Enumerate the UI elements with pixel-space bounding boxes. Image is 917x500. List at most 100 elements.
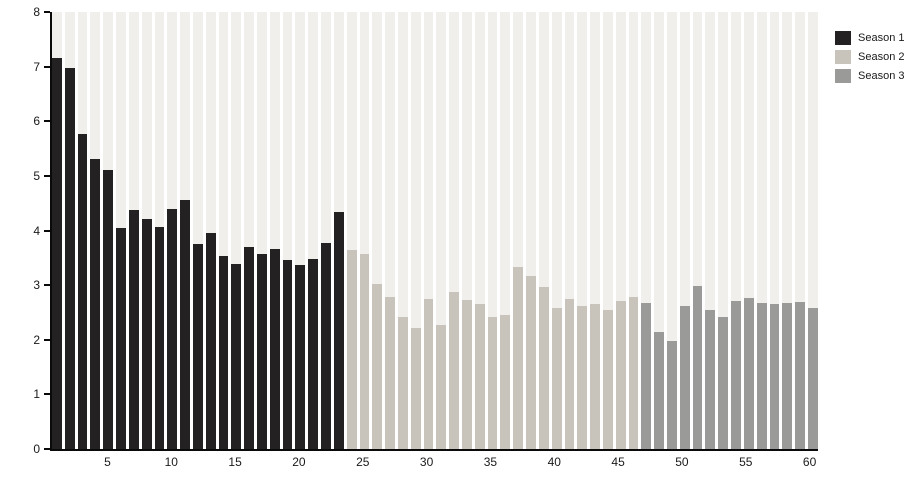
episode-stripe-4 [90, 12, 101, 449]
season-3-bar-episode-50 [679, 305, 690, 449]
season-1-bar-episode-5 [103, 170, 114, 449]
season-2-bar-episode-42 [577, 306, 588, 449]
season-1-bar-episode-3 [77, 133, 88, 449]
episode-stripe-36 [500, 12, 511, 449]
y-tick-mark-0 [44, 448, 50, 450]
season-2-bar-episode-33 [462, 299, 472, 449]
season-3-bar-episode-51 [692, 285, 703, 449]
season-1-bar-episode-16 [244, 247, 254, 449]
season-2-bar-episode-29 [410, 328, 421, 449]
episode-stripe-25 [359, 12, 370, 449]
season-2-bar-episode-27 [385, 297, 395, 449]
episode-stripe-10 [167, 12, 178, 449]
season-2-bar-episode-25 [359, 254, 370, 449]
episode-stripe-6 [116, 12, 126, 449]
y-tick-label-5: 5 [33, 168, 40, 183]
season-2-bar-episode-44 [602, 310, 613, 449]
episode-stripe-41 [564, 12, 575, 449]
season-3-bar-episode-53 [718, 316, 729, 449]
episode-stripe-44 [602, 12, 613, 449]
episode-stripe-33 [462, 12, 472, 449]
season-3-bar-episode-49 [667, 341, 677, 449]
episode-stripe-40 [551, 12, 562, 449]
season-2-bar-episode-31 [436, 325, 447, 449]
episode-stripe-27 [385, 12, 395, 449]
y-tick-label-0: 0 [33, 442, 40, 456]
episode-stripe-14 [218, 12, 229, 449]
episode-stripe-50 [679, 12, 690, 449]
episode-stripe-21 [308, 12, 319, 449]
episode-stripe-12 [192, 12, 203, 449]
season-1-bar-episode-11 [180, 199, 190, 449]
episode-stripe-2 [64, 12, 75, 449]
season-2-bar-episode-40 [551, 308, 562, 449]
episode-stripe-23 [333, 12, 344, 449]
season-2-bar-episode-32 [449, 291, 459, 449]
episode-stripe-45 [615, 12, 626, 449]
season-2-bar-episode-45 [615, 300, 626, 449]
season-1-bar-episode-8 [141, 219, 152, 449]
bars-container [52, 12, 818, 449]
x-tick-label-35: 35 [483, 455, 498, 469]
season-3-bar-episode-58 [782, 302, 793, 449]
episode-stripe-31 [436, 12, 447, 449]
episode-stripe-19 [282, 12, 293, 449]
episode-stripe-32 [449, 12, 459, 449]
season-3-bar-episode-52 [705, 309, 716, 449]
season-2-bar-episode-34 [474, 303, 485, 449]
legend-label: Season 2 [858, 51, 905, 63]
season-1-bar-episode-12 [192, 244, 203, 449]
y-tick-mark-7 [44, 65, 50, 68]
season-1-bar-episode-2 [64, 67, 75, 449]
episode-stripe-52 [705, 12, 716, 449]
x-tick-label-50: 50 [675, 455, 689, 469]
episode-stripe-17 [257, 12, 267, 449]
y-tick-mark-1 [44, 393, 50, 396]
season-1-bar-episode-14 [218, 255, 229, 449]
season-2-bar-episode-39 [538, 286, 549, 449]
y-tick-label-6: 6 [33, 114, 40, 129]
x-tick-label-15: 15 [228, 455, 242, 469]
season-2-bar-episode-28 [397, 316, 408, 449]
episode-stripe-3 [77, 12, 88, 449]
y-tick-mark-3 [44, 284, 50, 287]
season-1-bar-episode-9 [154, 227, 165, 449]
episode-stripe-57 [769, 12, 780, 449]
legend: Season 1 Season 2 Season 3 [835, 31, 904, 88]
episode-stripe-51 [692, 12, 703, 449]
episode-stripe-37 [513, 12, 524, 449]
episode-stripe-35 [487, 12, 498, 449]
season-1-bar-episode-4 [90, 158, 101, 449]
episode-stripe-56 [756, 12, 767, 449]
x-tick-label-55: 55 [739, 455, 753, 469]
season-3-bar-episode-59 [795, 301, 805, 449]
y-tick-mark-4 [44, 229, 50, 232]
x-tick-label-25: 25 [356, 455, 370, 469]
episode-stripe-42 [577, 12, 588, 449]
season-2-bar-episode-46 [628, 297, 639, 449]
season-1-bar-episode-21 [308, 258, 319, 449]
plot-area [50, 12, 818, 451]
y-tick-label-1: 1 [33, 387, 40, 402]
season-2-bar-episode-43 [590, 304, 600, 449]
season-1-bar-episode-17 [257, 254, 267, 449]
episode-stripe-13 [205, 12, 216, 449]
x-tick-label-45: 45 [611, 455, 625, 469]
season-2-bar-episode-35 [487, 316, 498, 449]
episode-stripe-29 [410, 12, 421, 449]
season-3-bar-episode-56 [756, 302, 767, 449]
episode-stripe-53 [718, 12, 729, 449]
season-3-bar-episode-47 [641, 303, 652, 449]
season-3-bar-episode-60 [807, 308, 818, 449]
episode-stripe-15 [231, 12, 242, 449]
episode-stripe-9 [154, 12, 165, 449]
episode-stripe-5 [103, 12, 114, 449]
y-tick-label-7: 7 [33, 59, 40, 74]
y-tick-mark-5 [44, 174, 50, 177]
x-tick-label-20: 20 [292, 455, 306, 469]
y-tick-label-2: 2 [33, 332, 40, 347]
episode-stripe-39 [538, 12, 549, 449]
x-tick-label-60: 60 [802, 455, 817, 469]
legend-swatch-icon [835, 31, 851, 45]
episode-stripe-38 [526, 12, 536, 449]
